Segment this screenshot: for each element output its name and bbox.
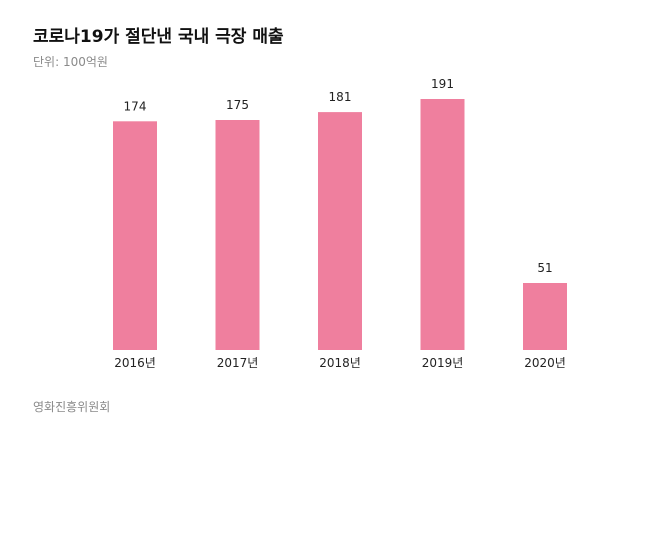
- x-tick-label: 2017년: [217, 356, 259, 370]
- x-tick-label: 2016년: [114, 356, 156, 370]
- bar-value-label: 174: [124, 99, 147, 113]
- bar-2017년: [215, 120, 260, 350]
- bar-value-label: 175: [226, 98, 249, 112]
- x-tick-label-group: 2016년 2017년 2018년 2019년 2020년: [114, 356, 566, 370]
- value-label-group: 174 175 181 191 51: [124, 77, 553, 275]
- chart-source: 영화진흥위원회: [33, 400, 111, 414]
- bar-value-label: 181: [329, 90, 352, 104]
- chart-unit-label: 단위: 100억원: [33, 55, 108, 69]
- x-tick-label: 2019년: [422, 356, 464, 370]
- x-tick-label: 2018년: [319, 356, 361, 370]
- bar-2018년: [318, 112, 362, 350]
- bar-value-label: 191: [431, 77, 454, 91]
- chart-title: 코로나19가 절단낸 국내 극장 매출: [33, 27, 284, 47]
- bar-2016년: [113, 121, 157, 350]
- bar-2020년: [523, 283, 567, 350]
- bar-2019년: [420, 99, 465, 350]
- bar-value-label: 51: [537, 261, 552, 275]
- bar-group: [113, 99, 567, 350]
- x-tick-label: 2020년: [524, 356, 566, 370]
